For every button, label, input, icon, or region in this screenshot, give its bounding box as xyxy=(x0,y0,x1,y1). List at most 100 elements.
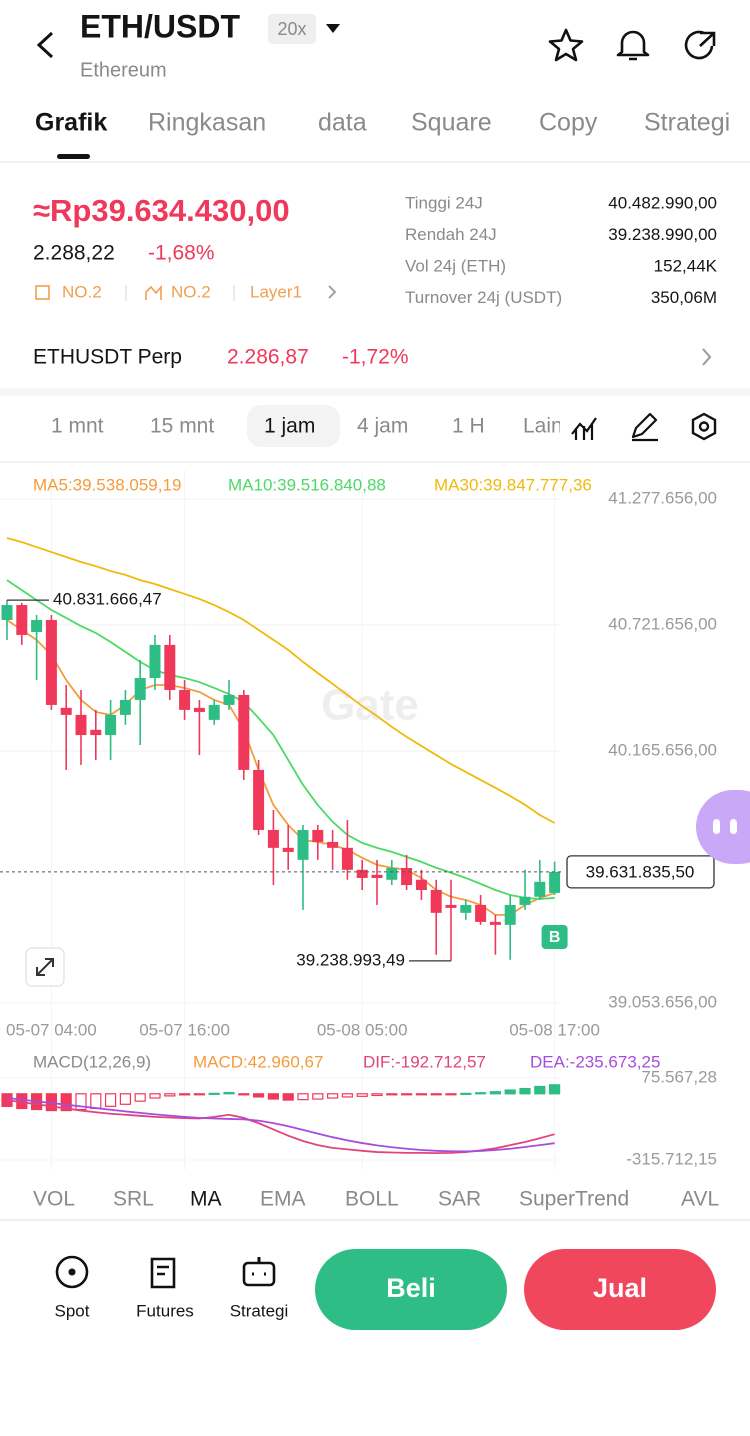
macd-bar xyxy=(504,1089,516,1095)
tab[interactable]: Square xyxy=(411,109,492,137)
assistant-eye xyxy=(730,819,737,834)
macd-bar xyxy=(341,1093,353,1098)
indicator-tab[interactable]: VOL xyxy=(33,1188,75,1211)
spot-icon[interactable] xyxy=(55,1255,89,1289)
spot-icon[interactable] xyxy=(68,1268,76,1276)
tab[interactable]: Ringkasan xyxy=(148,109,266,137)
leverage[interactable]: 20x xyxy=(277,19,306,39)
last-price-box xyxy=(566,855,715,889)
stat-value: 152,44K xyxy=(654,256,718,275)
nav-label[interactable]: Strategi xyxy=(230,1301,289,1320)
price-change: -1,68% xyxy=(148,242,215,265)
macd-bar xyxy=(475,1092,487,1095)
price-main: ≈Rp39.634.430,00 xyxy=(33,193,290,228)
draw-icon[interactable] xyxy=(631,412,658,442)
indicator-tab[interactable]: SAR xyxy=(438,1188,481,1211)
candle-body xyxy=(238,694,250,770)
indicator-tab[interactable]: SRL xyxy=(113,1188,154,1211)
candle-body xyxy=(105,714,117,736)
macd-bar xyxy=(119,1093,132,1105)
leverage-badge[interactable] xyxy=(268,14,316,44)
tag-icon xyxy=(35,285,50,300)
indicator-tab[interactable]: MA xyxy=(190,1188,222,1211)
tab[interactable]: data xyxy=(318,109,367,137)
stat-value: 350,06M xyxy=(651,288,717,307)
assistant-bubble[interactable] xyxy=(696,790,750,864)
sell-label[interactable]: Jual xyxy=(593,1273,647,1303)
interval[interactable]: 1 mnt xyxy=(51,415,104,438)
candle-body xyxy=(534,881,546,897)
y-tick-label: 40.165.656,00 xyxy=(608,740,717,759)
dropdown-caret[interactable] xyxy=(326,24,340,33)
candle-body xyxy=(415,879,427,890)
candle-body xyxy=(119,699,131,715)
ma-line xyxy=(6,537,556,824)
nav-label[interactable]: Spot xyxy=(55,1301,90,1320)
candle-body xyxy=(341,847,353,870)
perp-change: -1,72% xyxy=(342,346,409,369)
buy-label[interactable]: Beli xyxy=(386,1273,436,1303)
chevron[interactable] xyxy=(702,348,712,366)
stat-label: Turnover 24j (USDT) xyxy=(405,288,562,307)
candle-body xyxy=(1,605,13,620)
candle-body xyxy=(134,677,146,700)
macd-bar xyxy=(134,1093,146,1102)
interval[interactable]: Lain xyxy=(523,415,563,438)
trade-marker-label: B xyxy=(549,929,561,946)
interval[interactable]: 1 jam xyxy=(264,415,315,438)
candle-body xyxy=(164,644,176,690)
expand-icon[interactable] xyxy=(36,958,54,976)
favorite-icon[interactable] xyxy=(548,28,584,62)
watermark: Gate xyxy=(321,681,419,730)
tag[interactable]: NO.2 xyxy=(171,282,211,301)
indicator-tab[interactable]: SuperTrend xyxy=(519,1188,629,1211)
perp-name[interactable]: ETHUSDT Perp xyxy=(33,346,182,369)
macd-bar xyxy=(179,1093,191,1096)
candle-body xyxy=(282,847,294,852)
macd-bar xyxy=(297,1093,309,1101)
share-icon[interactable] xyxy=(684,30,716,60)
tab[interactable]: Copy xyxy=(539,109,598,137)
indicator-tab[interactable]: AVL xyxy=(681,1188,719,1211)
strategy-icon[interactable] xyxy=(242,1261,276,1287)
macd-bar xyxy=(60,1093,72,1112)
tab[interactable]: Grafik xyxy=(35,109,107,137)
macd-bar xyxy=(386,1093,398,1096)
tag[interactable]: Layer1 xyxy=(250,282,302,301)
y-tick-label: -315.712,15 xyxy=(626,1149,717,1168)
settings-icon[interactable] xyxy=(698,421,710,432)
sell-button[interactable] xyxy=(524,1249,716,1330)
title: ETH/USDT xyxy=(80,8,240,44)
chevron[interactable] xyxy=(328,285,337,299)
macd-bar xyxy=(534,1085,546,1095)
candle-body xyxy=(193,707,205,712)
indicator-tab[interactable]: EMA xyxy=(260,1188,306,1211)
futures-icon[interactable] xyxy=(150,1257,176,1289)
tag[interactable]: NO.2 xyxy=(62,282,102,301)
subtitle: Ethereum xyxy=(80,59,167,81)
stat-label: Vol 24j (ETH) xyxy=(405,256,506,275)
candle-body xyxy=(460,904,472,913)
candle-body xyxy=(475,904,487,922)
interval[interactable]: 1 H xyxy=(452,415,485,438)
candle-body xyxy=(401,868,413,885)
strategy-icon[interactable] xyxy=(252,1257,266,1276)
candle-body xyxy=(430,889,442,913)
buy-button[interactable] xyxy=(315,1249,507,1330)
y-tick-label: 39.053.656,00 xyxy=(608,992,717,1011)
stat-value: 39.238.990,00 xyxy=(608,225,717,244)
macd-bar xyxy=(90,1093,102,1110)
indicator-icon[interactable] xyxy=(571,417,597,440)
ma-line xyxy=(6,619,555,916)
nav-label[interactable]: Futures xyxy=(136,1301,194,1320)
indicator-tab[interactable]: BOLL xyxy=(345,1188,399,1211)
settings-icon[interactable] xyxy=(691,412,717,441)
alert-icon[interactable] xyxy=(616,30,650,61)
interval[interactable]: 15 mnt xyxy=(150,415,214,438)
tab[interactable]: Strategi xyxy=(644,109,730,137)
back-button[interactable] xyxy=(36,31,54,59)
interval[interactable]: 4 jam xyxy=(357,415,408,438)
stat-label: Tinggi 24J xyxy=(405,193,483,212)
